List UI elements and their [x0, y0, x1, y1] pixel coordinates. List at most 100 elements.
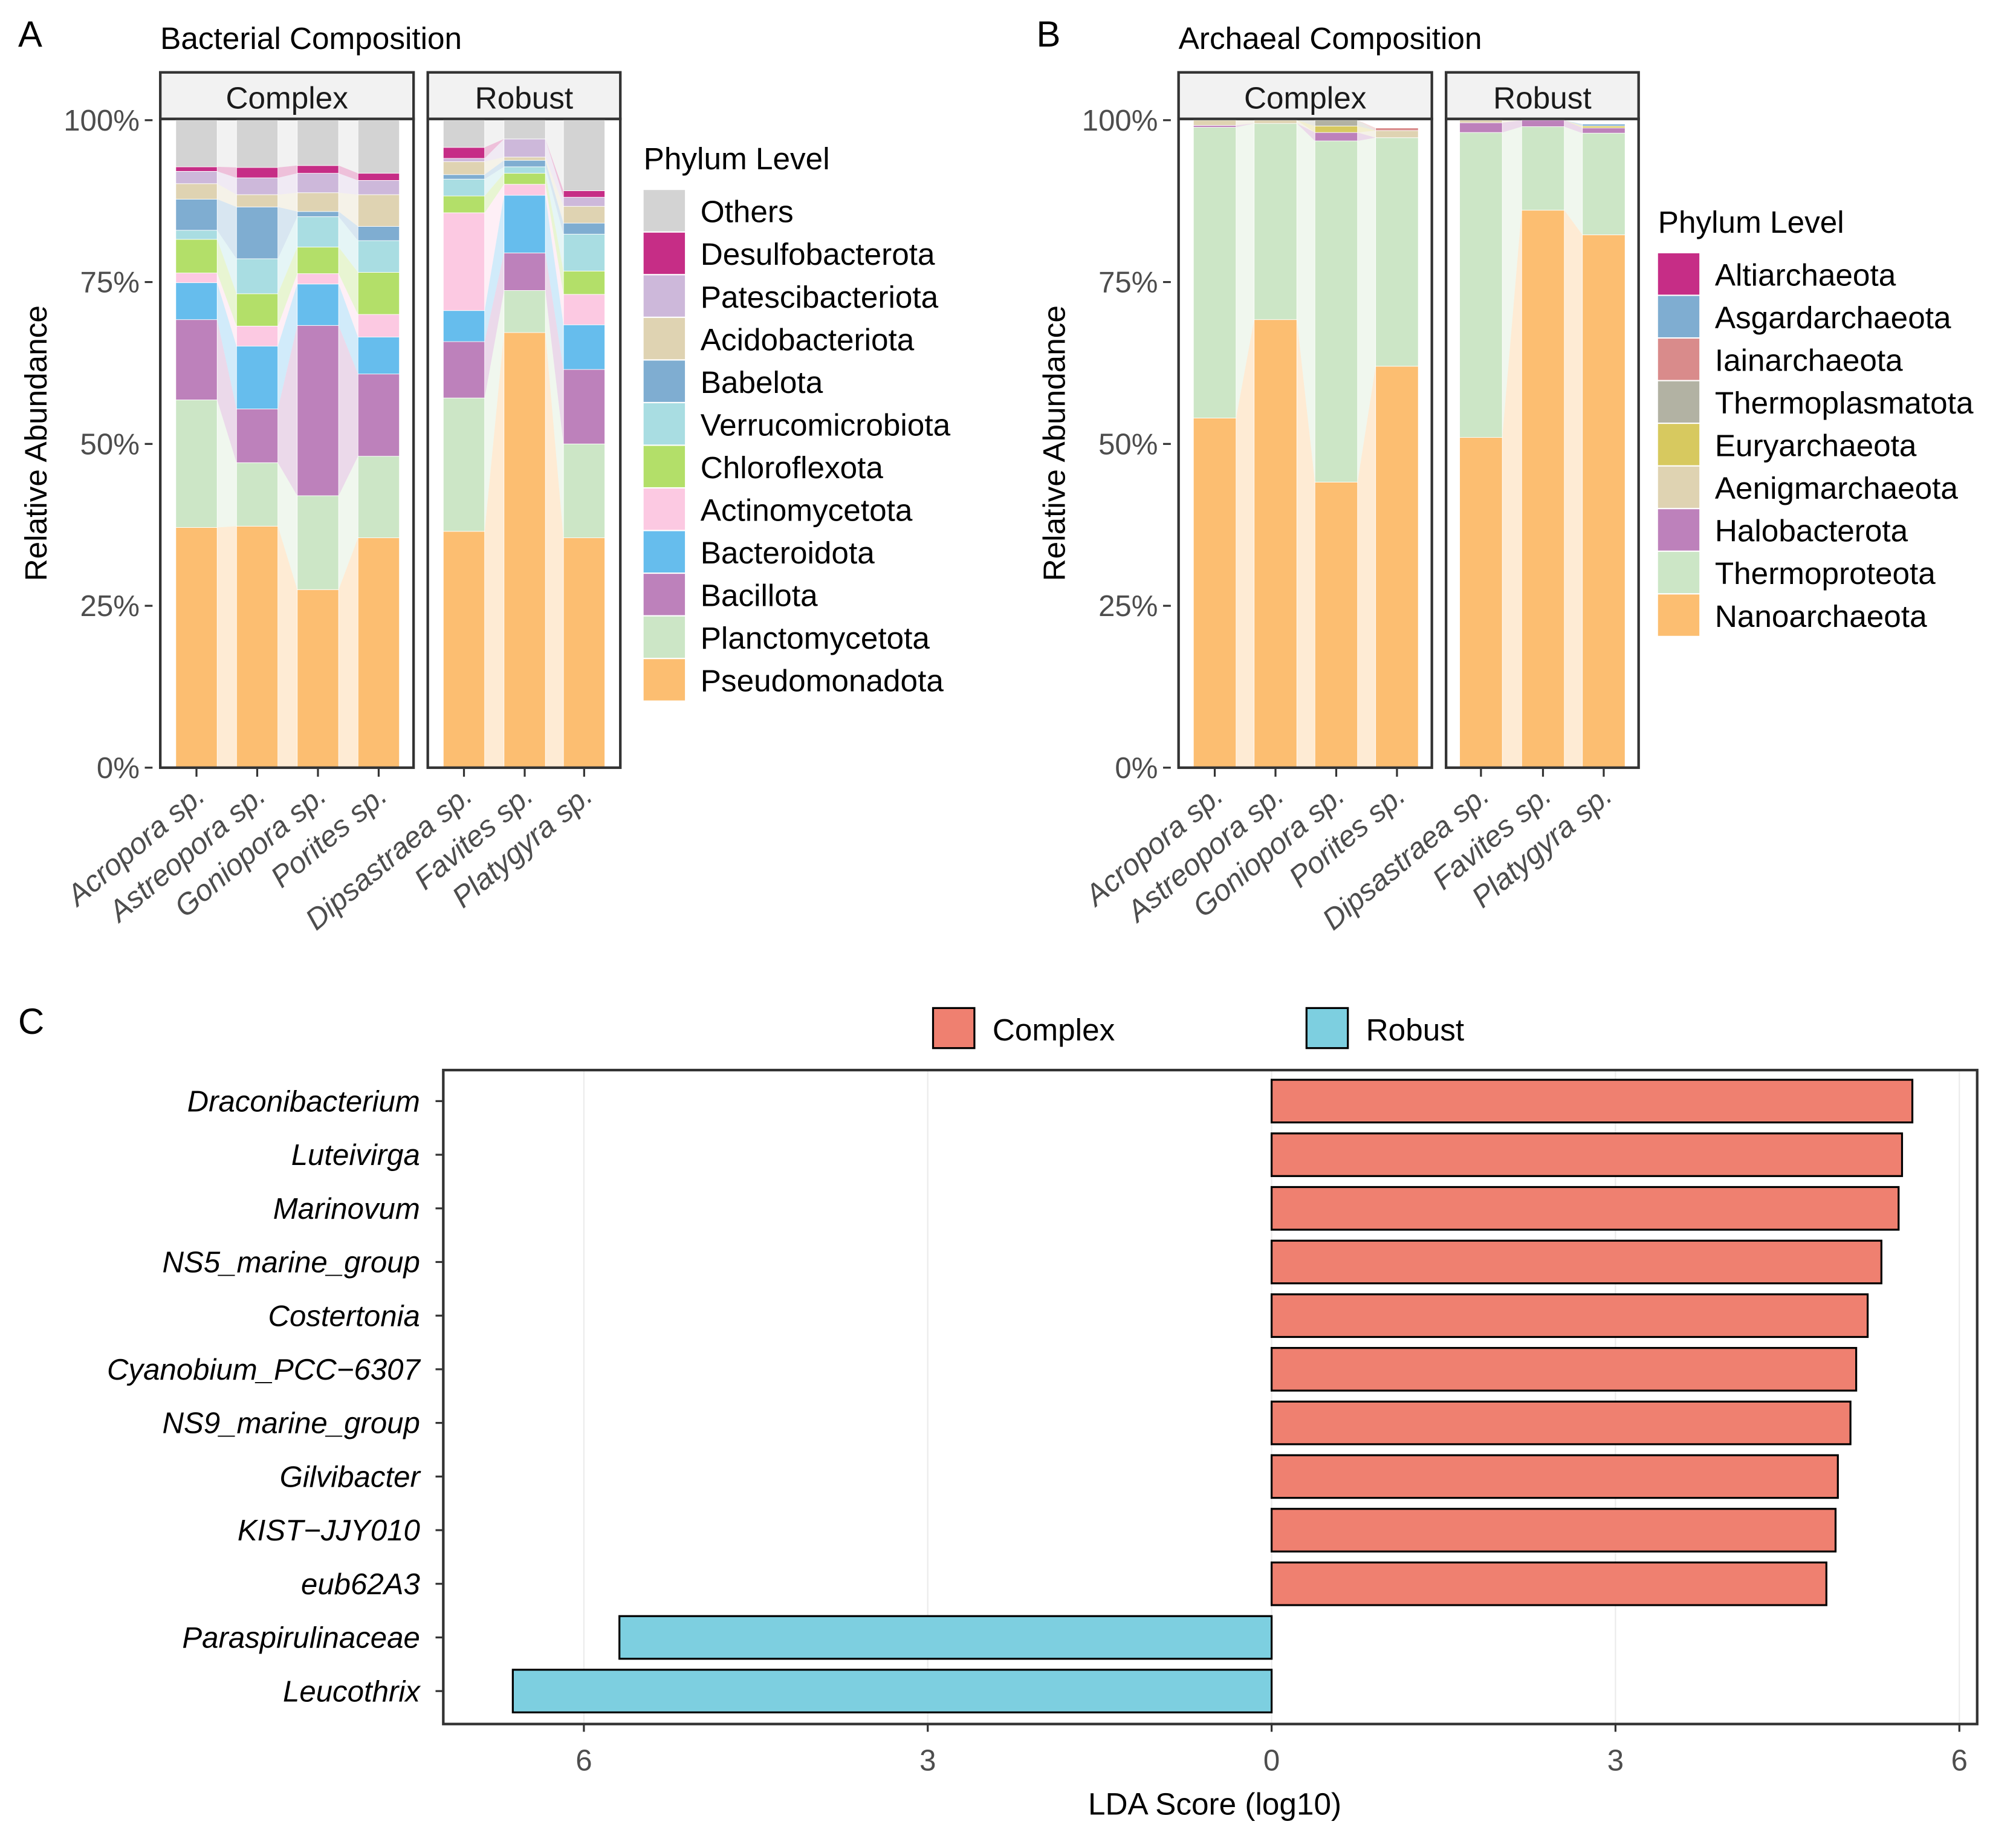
- legend-label: Complex: [993, 1013, 1115, 1047]
- bar-segment-pseudomonadota: [175, 527, 218, 768]
- alluvial-ribbon: [217, 282, 237, 409]
- y-tick-label: Marinovum: [273, 1192, 420, 1225]
- panel-label-b: B: [1037, 14, 1061, 54]
- alluvial-ribbon: [277, 462, 297, 590]
- bar-segment-nanoarchaeota: [1521, 210, 1565, 768]
- y-axis-title: Relative Abundance: [19, 305, 53, 581]
- x-tick-label: 3: [919, 1744, 936, 1777]
- alluvial-ribbon: [277, 120, 297, 167]
- bar-segment-pseudomonadota: [236, 525, 279, 768]
- alluvial-ribbon: [484, 138, 504, 162]
- bar-segment-others: [297, 120, 339, 166]
- bar-segment-actinomycetota: [442, 212, 485, 311]
- alluvial-ribbon: [277, 192, 297, 212]
- legend-key-iainarchaeota: [1658, 339, 1700, 380]
- lda-bar: [1270, 1293, 1869, 1338]
- legend-label: Nanoarchaeota: [1715, 599, 1927, 634]
- legend-key-pseudomonadota: [643, 659, 686, 701]
- alluvial-ribbon: [277, 273, 297, 346]
- alluvial-ribbon: [1357, 130, 1376, 138]
- y-tick-label: Paraspirulinaceae: [182, 1621, 420, 1655]
- alluvial-ribbon: [217, 230, 237, 294]
- x-tick-label: 0: [1263, 1744, 1280, 1777]
- panel-border: [159, 117, 415, 769]
- bar-segment-acidobacteriota: [357, 194, 400, 227]
- bar-segment-halobacterota: [1521, 120, 1565, 127]
- legend-key-actinomycetota: [643, 488, 686, 530]
- alluvial-ribbon: [277, 173, 297, 195]
- alluvial-ribbon: [545, 184, 564, 325]
- bar-segment-verrucomicrobiota: [357, 240, 400, 273]
- legend-label: Actinomycetota: [701, 493, 913, 527]
- bar-segment-chloroflexota: [236, 293, 279, 326]
- bar-segment-patescibacteriota: [175, 170, 218, 184]
- bar-segment-asgardarchaeota: [1582, 123, 1625, 126]
- panel-border: [1445, 117, 1640, 769]
- alluvial-ribbon: [339, 537, 358, 768]
- alluvial-ribbon: [545, 120, 564, 191]
- y-tick-label: Gilvibacter: [280, 1460, 422, 1493]
- bar-segment-halobacterota: [1314, 132, 1358, 141]
- y-tick-label: eub62A3: [301, 1568, 420, 1601]
- legend-key-euryarchaeota: [1658, 424, 1700, 466]
- legend-key-babelota: [643, 360, 686, 402]
- bar-segment-desulfobacterota: [175, 166, 218, 172]
- bar-segment-bacteroidota: [442, 310, 485, 342]
- legend-label: Thermoproteota: [1715, 556, 1936, 591]
- alluvial-ribbon: [545, 173, 564, 294]
- alluvial-ribbon: [339, 216, 358, 273]
- archaeal-title: Archaeal Composition: [1179, 21, 1482, 56]
- legend-label: Halobacterota: [1715, 514, 1908, 548]
- bacterial-composition-chart: 0% 25% 50% 75% 100% Relative Abundance Complex…: [19, 71, 951, 936]
- bar-segment-babelota: [236, 206, 279, 259]
- legend-label: Euryarchaeota: [1715, 429, 1917, 463]
- lda-bar: [1270, 1079, 1914, 1124]
- alluvial-ribbon: [339, 165, 358, 181]
- legend-key-others: [643, 190, 686, 232]
- bar-segment-chloroflexota: [504, 173, 546, 185]
- legend-label: Others: [701, 195, 794, 229]
- legend-key-chloroflexota: [643, 446, 686, 487]
- alluvial-ribbon: [217, 171, 237, 195]
- legend-label: Pseudomonadota: [701, 664, 944, 698]
- legend-key-desulfobacterota: [643, 232, 686, 274]
- bar-segment-actinomycetota: [504, 184, 546, 196]
- y-tick-label: 100%: [63, 104, 140, 137]
- bar-segment-iainarchaeota: [1375, 128, 1419, 131]
- alluvial-ribbon: [339, 273, 358, 337]
- bar-segment-euryarchaeota: [1314, 126, 1358, 133]
- bar-segment-halobacterota: [1193, 125, 1237, 128]
- alluvial-ribbon: [339, 211, 358, 241]
- alluvial-ribbon: [1236, 123, 1254, 418]
- legend-title: Phylum Level: [644, 141, 830, 176]
- alluvial-ribbon: [277, 526, 297, 768]
- y-tick-label: Draconibacterium: [187, 1085, 420, 1118]
- bar-segment-nanoarchaeota: [1582, 234, 1625, 768]
- alluvial-ribbon: [217, 273, 237, 346]
- legend-key-altiarchaeota: [1658, 253, 1700, 295]
- alluvial-ribbon: [545, 290, 564, 538]
- bar-segment-acidobacteriota: [175, 183, 218, 200]
- legend-label: Babelota: [701, 365, 823, 400]
- alluvial-ribbon: [339, 173, 358, 195]
- bacterial-title: Bacterial Composition: [160, 21, 462, 56]
- y-tick-label: 25%: [1098, 589, 1158, 623]
- bar-segment-pseudomonadota: [504, 332, 546, 768]
- alluvial-ribbon: [217, 239, 237, 326]
- y-tick-label: 75%: [1098, 266, 1158, 299]
- alluvial-ribbon: [484, 333, 504, 768]
- bar-segment-pseudomonadota: [563, 537, 605, 768]
- y-tick-label: 50%: [1098, 427, 1158, 461]
- panel-border: [442, 1068, 1979, 1725]
- bar-segment-chloroflexota: [297, 247, 339, 274]
- lda-bar: [511, 1669, 1273, 1714]
- y-tick-label: 0%: [97, 751, 140, 785]
- bar-segment-desulfobacterota: [563, 190, 605, 198]
- bar-segment-desulfobacterota: [442, 147, 485, 159]
- bar-segment-patescibacteriota: [442, 158, 485, 162]
- bar-segment-thermoproteota: [1314, 140, 1358, 482]
- bar-segment-actinomycetota: [236, 325, 279, 347]
- bar-segment-verrucomicrobiota: [442, 178, 485, 196]
- bar-segment-planctomycetota: [297, 495, 339, 590]
- bar-segment-bacillota: [563, 369, 605, 444]
